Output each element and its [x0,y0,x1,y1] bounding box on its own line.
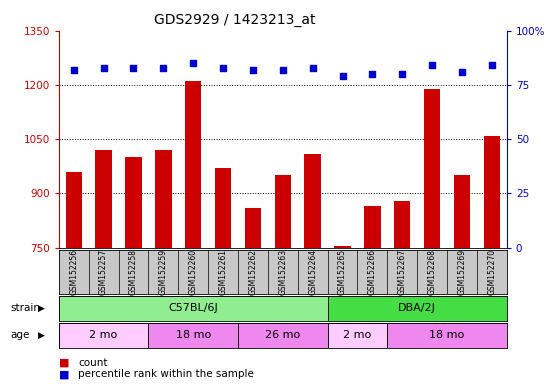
Text: GSM152270: GSM152270 [487,248,496,295]
Text: percentile rank within the sample: percentile rank within the sample [78,369,254,379]
Text: GSM152267: GSM152267 [398,248,407,295]
Text: GSM152259: GSM152259 [159,248,168,295]
Bar [484,136,500,248]
Point [218,65,227,71]
Bar [334,246,351,248]
Point [338,73,347,79]
Text: 18 mo: 18 mo [176,330,211,340]
Point [189,60,198,66]
Bar [215,168,231,248]
Text: ▶: ▶ [38,331,45,339]
Text: age: age [10,330,30,340]
Point [278,67,287,73]
Bar [394,201,410,248]
Point [398,71,407,77]
Bar [364,206,381,248]
Text: ■: ■ [59,369,69,379]
Text: C57BL/6J: C57BL/6J [169,303,218,313]
Bar [59,323,148,348]
Bar [95,150,112,248]
Point [249,67,258,73]
Text: 2 mo: 2 mo [90,330,118,340]
Bar [454,175,470,248]
Text: GSM152261: GSM152261 [218,249,227,295]
Bar [424,89,440,248]
Text: GSM152263: GSM152263 [278,248,287,295]
Text: GSM152257: GSM152257 [99,248,108,295]
Bar [305,154,321,248]
Text: GSM152266: GSM152266 [368,248,377,295]
Text: 26 mo: 26 mo [265,330,300,340]
Text: ▶: ▶ [38,304,45,313]
Text: DBA/2J: DBA/2J [398,303,436,313]
Text: strain: strain [10,303,40,313]
Text: GSM152264: GSM152264 [308,248,317,295]
Bar [148,323,238,348]
Text: 2 mo: 2 mo [343,330,372,340]
Point [458,69,466,75]
Bar [66,172,82,248]
Text: GDS2929 / 1423213_at: GDS2929 / 1423213_at [155,13,316,27]
Text: count: count [78,358,108,368]
Bar [155,150,171,248]
Bar [59,296,328,321]
Point [487,62,496,68]
Bar [274,175,291,248]
Bar [125,157,142,248]
Text: GSM152262: GSM152262 [249,249,258,295]
Bar [185,81,202,248]
Text: GSM152265: GSM152265 [338,248,347,295]
Point [129,65,138,71]
Bar [328,323,388,348]
Text: ■: ■ [59,358,69,368]
Text: 18 mo: 18 mo [430,330,465,340]
Text: GSM152269: GSM152269 [458,248,466,295]
Point [368,71,377,77]
Text: GSM152256: GSM152256 [69,248,78,295]
Bar [245,208,261,248]
Bar [238,323,328,348]
Bar [328,296,507,321]
Point [308,65,317,71]
Text: GSM152258: GSM152258 [129,249,138,295]
Point [69,67,78,73]
Text: GSM152260: GSM152260 [189,248,198,295]
Bar [388,323,507,348]
Point [99,65,108,71]
Point [428,62,437,68]
Text: GSM152268: GSM152268 [428,249,437,295]
Point [159,65,168,71]
